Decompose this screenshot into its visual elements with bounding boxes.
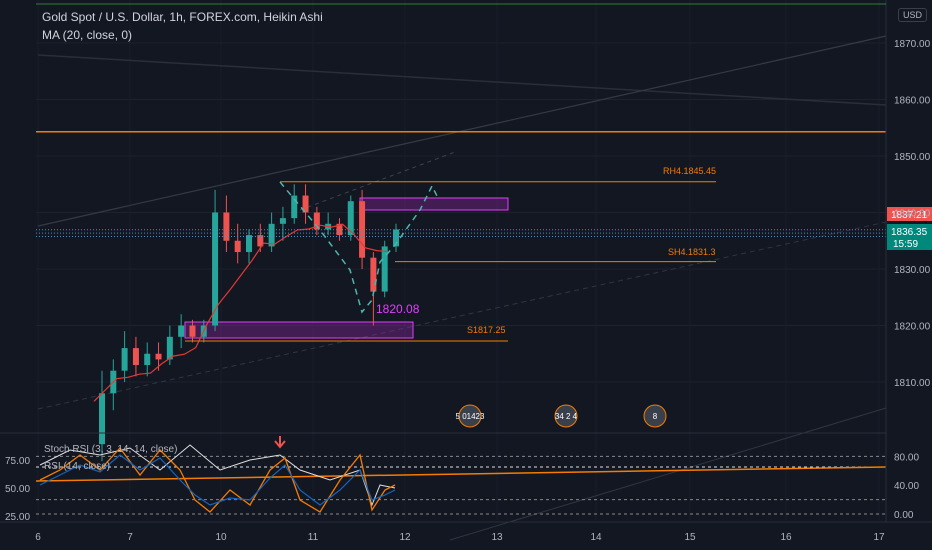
candle-body — [144, 353, 151, 366]
stoch-k-line — [39, 446, 396, 513]
x-tick-label: 10 — [215, 532, 227, 543]
candle-body — [121, 348, 128, 371]
event-icon-label: 34 2 4 — [555, 412, 578, 421]
candle-body — [189, 325, 196, 337]
rsi-legend: RSI (14, close) — [44, 461, 110, 472]
candle-body — [268, 223, 275, 247]
label-low: 1820.08 — [376, 302, 420, 316]
trendline-dashed-small — [299, 151, 456, 211]
y-tick-label: 1860.00 — [894, 96, 931, 107]
right-tick-label: 80.00 — [894, 452, 919, 463]
candle-body — [234, 240, 241, 253]
support-zone — [184, 321, 414, 339]
moving-average-line — [93, 223, 389, 402]
event-icon-label: 5 01423 — [456, 412, 485, 421]
x-tick-label: 15 — [684, 532, 696, 543]
trendline-bottom — [449, 407, 887, 541]
candle-body — [381, 246, 388, 292]
x-tick-label: 6 — [35, 532, 41, 543]
event-icon — [554, 404, 578, 428]
projection-path — [279, 181, 438, 314]
candles — [93, 184, 399, 462]
candle-body — [302, 195, 309, 213]
candle-body — [393, 229, 399, 247]
candle-body — [279, 218, 286, 224]
x-tick-label: 16 — [780, 532, 792, 543]
event-icon — [643, 404, 667, 428]
trendlines — [37, 35, 887, 541]
label-rh4: RH4.1845.45 — [663, 166, 716, 176]
left-tick-label: 25.00 — [5, 512, 30, 523]
zones — [184, 197, 509, 339]
right-tick-label: 0.00 — [894, 510, 914, 521]
rsi-trendline — [35, 466, 887, 482]
candle-body — [246, 235, 252, 253]
candle-body — [359, 201, 366, 258]
candle-body — [132, 348, 139, 366]
candle-body — [212, 212, 219, 326]
left-tick-label: 50.00 — [5, 484, 30, 495]
candle-body — [347, 201, 354, 236]
chart-title: Gold Spot / U.S. Dollar, 1h, FOREX.com, … — [42, 10, 323, 24]
x-tick-label: 7 — [127, 532, 133, 543]
candle-body — [257, 235, 264, 247]
trendline-channel-bottom — [37, 221, 887, 410]
price-badge-red-text: 1837.21 — [891, 210, 928, 221]
price-badge-teal-text: 1836.35 — [891, 227, 928, 238]
price-badge-time-text: 15:59 — [893, 239, 918, 250]
grid — [36, 0, 886, 520]
candle-body — [155, 353, 162, 360]
currency-badge[interactable]: USD — [898, 8, 928, 22]
stoch-d-line — [39, 454, 396, 506]
event-icon — [458, 404, 482, 428]
candle-body — [313, 212, 320, 230]
label-s: S1817.25 — [467, 325, 506, 335]
x-tick-label: 13 — [491, 532, 503, 543]
y-tick-label: 1840.00 — [894, 209, 931, 220]
overlays: RH4.1845.45 SH4.1831.3 S1817.25 1820.08 1837… — [36, 130, 932, 428]
arrow-down-icon — [274, 436, 286, 449]
candle-body — [223, 212, 230, 241]
y-tick-label: 1820.00 — [894, 322, 931, 333]
indicator-legend[interactable]: MA (20, close, 0) — [42, 28, 133, 42]
lower-pane: Stoch RSI (3, 3, 14, 14, close) RSI (14, … — [35, 436, 887, 515]
resistance-zone — [359, 197, 509, 211]
stoch-legend: Stoch RSI (3, 3, 14, 14, close) — [44, 444, 177, 455]
candle-body — [178, 325, 185, 337]
x-tick-label: 14 — [590, 532, 602, 543]
y-tick-label: 1830.00 — [894, 265, 931, 276]
candle-body — [291, 195, 298, 219]
label-sh4: SH4.1831.3 — [668, 247, 716, 257]
candle-body — [370, 257, 377, 292]
candle-body — [99, 393, 105, 445]
trendline-upper — [37, 54, 887, 106]
x-tick-label: 12 — [399, 532, 411, 543]
right-tick-label: 40.00 — [894, 481, 919, 492]
y-tick-label: 1850.00 — [894, 152, 931, 163]
candle-body — [166, 336, 173, 360]
x-tick-label: 17 — [873, 532, 885, 543]
y-tick-label: 1870.00 — [894, 39, 931, 50]
price-badge-red — [887, 207, 932, 221]
event-icon-label: 8 — [653, 412, 658, 421]
price-badge-teal — [887, 224, 932, 250]
x-tick-label: 11 — [308, 532, 319, 543]
y-tick-label: 1810.00 — [894, 378, 931, 389]
left-tick-label: 75.00 — [5, 456, 30, 467]
